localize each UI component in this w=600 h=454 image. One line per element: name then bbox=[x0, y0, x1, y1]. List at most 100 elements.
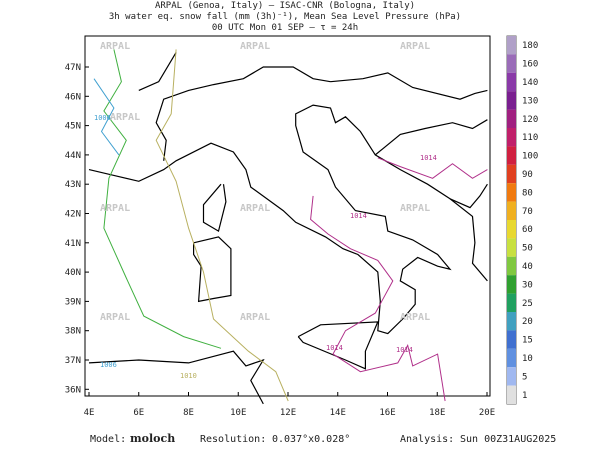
colorbar-swatch bbox=[507, 385, 516, 404]
isobar-label: 1010 bbox=[180, 372, 197, 380]
colorbar-swatch bbox=[507, 201, 516, 220]
lon-label: 8E bbox=[183, 408, 194, 418]
lon-label: 6E bbox=[133, 408, 144, 418]
isobar bbox=[93, 78, 120, 156]
colorbar-swatch bbox=[507, 54, 516, 73]
lon-label: 10E bbox=[230, 408, 246, 418]
colorbar-label: 15 bbox=[522, 336, 533, 346]
lon-label: 16E bbox=[379, 408, 395, 418]
footer-value: 0.037°x0.028° bbox=[272, 434, 350, 445]
coastline bbox=[297, 321, 379, 370]
colorbar-swatch bbox=[507, 330, 516, 349]
watermark: ARPAL bbox=[400, 41, 430, 52]
lat-label: 44N bbox=[65, 151, 81, 161]
lat-label: 47N bbox=[65, 63, 81, 73]
lat-label: 39N bbox=[65, 297, 81, 307]
colorbar-swatch bbox=[507, 164, 516, 184]
isobar-label: 1014 bbox=[420, 154, 437, 162]
watermark: ARPAL bbox=[100, 203, 130, 214]
title-line: 00 UTC Mon 01 SEP — τ = 24h bbox=[212, 23, 358, 33]
colorbar-swatch bbox=[507, 36, 516, 55]
footer-value: Sun 00Z31AUG2025 bbox=[460, 434, 556, 445]
colorbar-swatch bbox=[507, 72, 516, 92]
isobar-label: 1014 bbox=[326, 344, 343, 352]
lat-label: 43N bbox=[65, 180, 81, 190]
footer-key: Model: bbox=[90, 434, 126, 445]
footer-key: Analysis: bbox=[400, 434, 454, 445]
isobar-label: 1014 bbox=[396, 346, 413, 354]
coastline bbox=[202, 183, 227, 233]
footer-value: moloch bbox=[130, 432, 175, 445]
lon-label: 20E bbox=[479, 408, 495, 418]
colorbar-label: 90 bbox=[522, 170, 533, 180]
footer-key: Resolution: bbox=[200, 434, 266, 445]
coastline bbox=[193, 236, 232, 303]
colorbar-label: 80 bbox=[522, 188, 533, 198]
colorbar-swatch bbox=[507, 146, 516, 165]
watermark: ARPAL bbox=[240, 312, 270, 323]
isobar bbox=[377, 157, 488, 179]
colorbar-swatch bbox=[507, 293, 516, 312]
colorbar-label: 30 bbox=[522, 280, 533, 290]
colorbar-label: 140 bbox=[522, 78, 538, 88]
colorbar-label: 160 bbox=[522, 60, 538, 70]
colorbar-label: 180 bbox=[522, 41, 538, 51]
lat-label: 42N bbox=[65, 210, 81, 220]
watermark: ARPAL bbox=[240, 41, 270, 52]
colorbar-swatch bbox=[507, 220, 516, 239]
coastline bbox=[88, 350, 265, 405]
colorbar-label: 25 bbox=[522, 299, 533, 309]
coastline bbox=[155, 66, 331, 161]
colorbar-label: 110 bbox=[522, 133, 538, 143]
colorbar-swatch bbox=[507, 109, 516, 128]
colorbar-swatch bbox=[507, 367, 516, 386]
isobars bbox=[93, 49, 488, 402]
lat-label: 37N bbox=[65, 356, 81, 366]
watermark: ARPAL bbox=[240, 203, 270, 214]
colorbar-label: 20 bbox=[522, 317, 533, 327]
coastline bbox=[138, 52, 177, 91]
watermark: ARPAL bbox=[100, 312, 130, 323]
colorbar-label: 1 bbox=[522, 391, 527, 401]
isobar-label: 1006 bbox=[100, 361, 117, 369]
colorbar-swatch bbox=[507, 348, 516, 368]
lat-label: 45N bbox=[65, 122, 81, 132]
colorbar-label: 60 bbox=[522, 225, 533, 235]
isobar-label: 1006 bbox=[94, 114, 111, 122]
colorbar-swatch bbox=[507, 238, 516, 257]
colorbar-label: 130 bbox=[522, 96, 538, 106]
watermark: ARPAL bbox=[110, 112, 140, 123]
watermark: ARPAL bbox=[400, 203, 430, 214]
title-line: ARPAL (Genoa, Italy) — ISAC-CNR (Bologna… bbox=[155, 1, 415, 11]
lon-label: 12E bbox=[280, 408, 296, 418]
colorbar-label: 50 bbox=[522, 244, 533, 254]
colorbar-swatch bbox=[507, 312, 516, 331]
colorbar-label: 70 bbox=[522, 207, 533, 217]
isobar-label: 1014 bbox=[350, 212, 367, 220]
colorbar-swatch bbox=[507, 275, 516, 294]
colorbar-swatch bbox=[507, 91, 516, 110]
coastline bbox=[374, 119, 488, 156]
lat-label: 46N bbox=[65, 92, 81, 102]
colorbar-label: 120 bbox=[522, 115, 538, 125]
colorbar-swatch bbox=[507, 128, 516, 147]
lat-label: 41N bbox=[65, 239, 81, 249]
coastline bbox=[449, 183, 488, 209]
lon-label: 14E bbox=[330, 408, 346, 418]
isobar bbox=[103, 49, 222, 349]
watermark: ARPAL bbox=[100, 41, 130, 52]
colorbar-label: 100 bbox=[522, 152, 538, 162]
isobar bbox=[155, 49, 289, 402]
watermark: ARPAL bbox=[400, 312, 430, 323]
lat-label: 40N bbox=[65, 268, 81, 278]
colorbar-label: 40 bbox=[522, 262, 533, 272]
isobar bbox=[310, 195, 446, 402]
title-line: 3h water eq. snow fall (mm (3h)⁻¹), Mean… bbox=[109, 12, 461, 22]
coastline bbox=[88, 104, 488, 335]
lon-label: 18E bbox=[429, 408, 445, 418]
coastline bbox=[330, 72, 488, 100]
colorbar-label: 10 bbox=[522, 354, 533, 364]
lat-label: 36N bbox=[65, 385, 81, 395]
colorbar-swatch bbox=[507, 183, 516, 202]
